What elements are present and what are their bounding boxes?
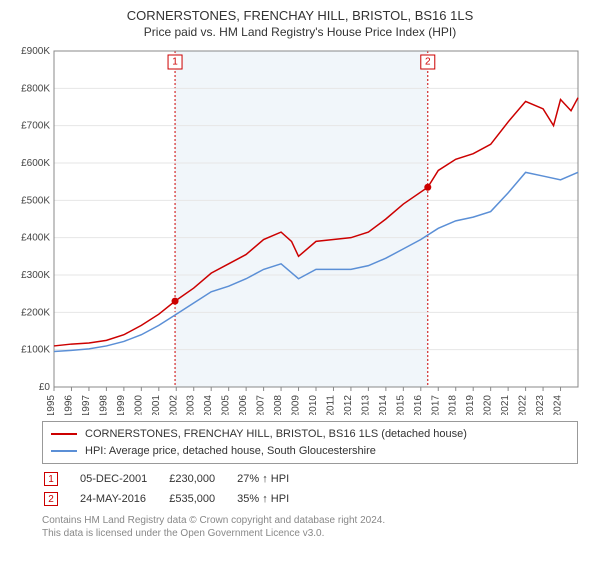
sale-price: £535,000 [169,490,235,508]
legend-row-property: CORNERSTONES, FRENCHAY HILL, BRISTOL, BS… [51,426,569,443]
svg-text:2013: 2013 [360,395,371,415]
sale-delta: 35% ↑ HPI [237,490,309,508]
svg-text:2019: 2019 [465,395,476,415]
svg-text:2: 2 [425,57,431,68]
svg-text:£300K: £300K [21,270,50,281]
table-row: 2 24-MAY-2016 £535,000 35% ↑ HPI [44,490,309,508]
svg-text:1995: 1995 [46,395,57,415]
svg-text:2018: 2018 [448,395,459,415]
svg-text:2007: 2007 [256,395,267,415]
sale-delta: 27% ↑ HPI [237,470,309,488]
marker-badge: 2 [44,492,58,506]
svg-text:2015: 2015 [395,395,406,415]
svg-text:2000: 2000 [133,395,144,415]
svg-text:£400K: £400K [21,233,50,244]
marker-badge: 1 [44,472,58,486]
chart-svg: £0 £100K £200K £300K £400K £500K £600K £700K £80… [10,45,590,415]
svg-text:2011: 2011 [325,395,336,415]
svg-text:2024: 2024 [553,395,564,415]
svg-text:2001: 2001 [151,395,162,415]
svg-text:£600K: £600K [21,158,50,169]
svg-text:£500K: £500K [21,195,50,206]
svg-text:£0: £0 [39,382,51,393]
svg-text:1997: 1997 [81,395,92,415]
sale-date: 24-MAY-2016 [80,490,167,508]
svg-text:£200K: £200K [21,307,50,318]
svg-text:2012: 2012 [343,395,354,415]
svg-text:2005: 2005 [221,395,232,415]
legend-swatch-hpi [51,450,77,452]
sale-price: £230,000 [169,470,235,488]
svg-text:1999: 1999 [116,395,127,415]
svg-text:1996: 1996 [63,395,74,415]
attribution-line: Contains HM Land Registry data © Crown c… [42,514,578,527]
legend: CORNERSTONES, FRENCHAY HILL, BRISTOL, BS… [42,421,578,464]
price-chart: £0 £100K £200K £300K £400K £500K £600K £700K £80… [10,45,590,415]
legend-label-hpi: HPI: Average price, detached house, Sout… [85,443,376,460]
legend-label-property: CORNERSTONES, FRENCHAY HILL, BRISTOL, BS… [85,426,467,443]
svg-text:2014: 2014 [378,395,389,415]
svg-text:2008: 2008 [273,395,284,415]
svg-text:2023: 2023 [535,395,546,415]
svg-text:2004: 2004 [203,395,214,415]
svg-text:£100K: £100K [21,345,50,356]
svg-text:1998: 1998 [98,395,109,415]
sale-date: 05-DEC-2001 [80,470,167,488]
attribution-line: This data is licensed under the Open Gov… [42,527,578,540]
svg-text:2002: 2002 [168,395,179,415]
svg-text:2021: 2021 [500,395,511,415]
svg-text:2009: 2009 [291,395,302,415]
page-title: CORNERSTONES, FRENCHAY HILL, BRISTOL, BS… [0,8,600,23]
svg-text:£800K: £800K [21,83,50,94]
svg-text:2003: 2003 [186,395,197,415]
svg-text:1: 1 [172,57,178,68]
sales-table: 1 05-DEC-2001 £230,000 27% ↑ HPI 2 24-MA… [42,468,311,510]
legend-swatch-property [51,433,77,435]
svg-text:2010: 2010 [308,395,319,415]
svg-text:£900K: £900K [21,46,50,57]
svg-text:£700K: £700K [21,121,50,132]
svg-text:2006: 2006 [238,395,249,415]
legend-row-hpi: HPI: Average price, detached house, Sout… [51,443,569,460]
svg-text:2016: 2016 [413,395,424,415]
attribution: Contains HM Land Registry data © Crown c… [42,514,578,540]
table-row: 1 05-DEC-2001 £230,000 27% ↑ HPI [44,470,309,488]
svg-text:2017: 2017 [430,395,441,415]
page-subtitle: Price paid vs. HM Land Registry's House … [0,25,600,39]
svg-text:2022: 2022 [518,395,529,415]
svg-text:2020: 2020 [483,395,494,415]
